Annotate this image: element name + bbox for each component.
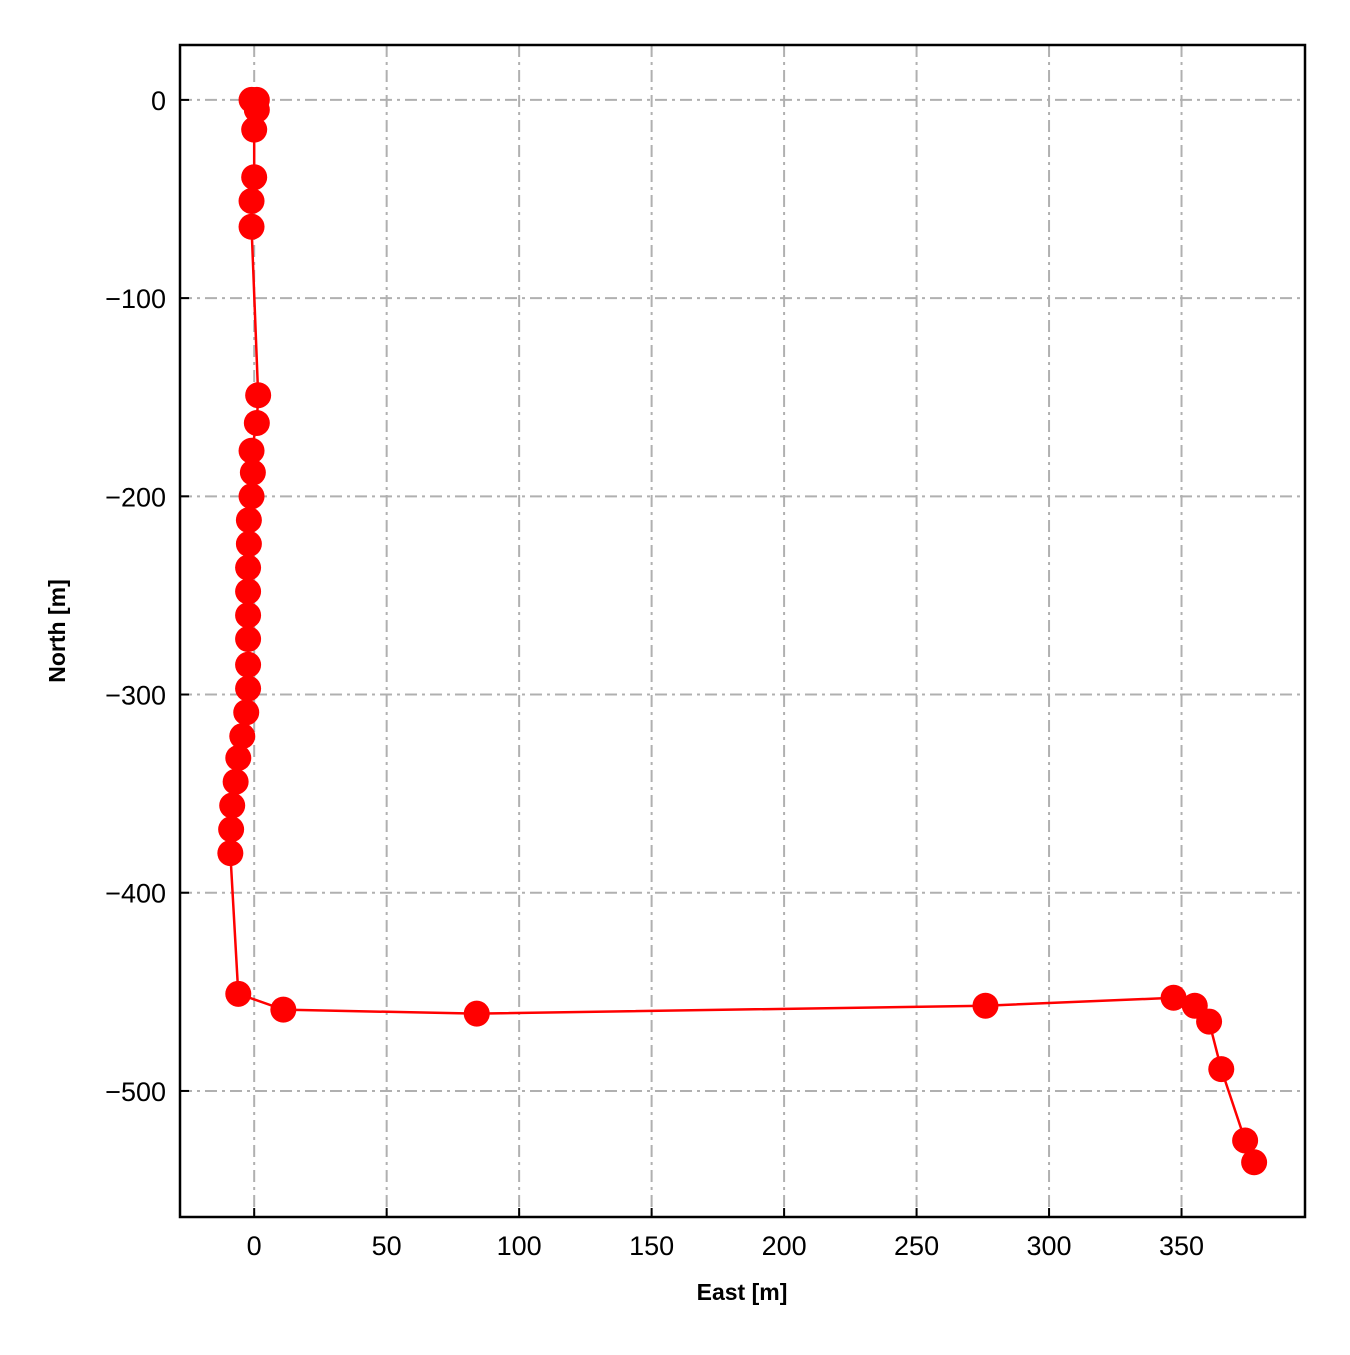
marker [225,980,252,1007]
marker [225,744,252,771]
y-axis-label: North [m] [44,579,70,682]
marker [219,792,246,819]
marker [238,213,265,240]
x-tick-label: 300 [1027,1231,1072,1261]
marker [235,626,262,653]
y-tick-label: −500 [105,1077,166,1107]
x-tick-label: 250 [894,1231,939,1261]
marker [1241,1149,1268,1176]
marker [218,816,245,843]
y-tick-label: −400 [105,879,166,909]
marker [235,530,262,557]
marker [1208,1056,1235,1083]
marker [243,96,270,123]
x-tick-label: 150 [629,1231,674,1261]
y-tick-label: −200 [105,482,166,512]
marker [270,996,297,1023]
marker [235,651,262,678]
marker [235,578,262,605]
marker [229,723,256,750]
y-tick-label: −300 [105,681,166,711]
marker [1160,984,1187,1011]
marker [235,602,262,629]
x-tick-label: 200 [762,1231,807,1261]
marker [217,840,244,867]
x-tick-label: 50 [372,1231,402,1261]
series-line [229,98,1256,1163]
marker [463,1000,490,1027]
marker [235,675,262,702]
y-tick-label: −100 [105,284,166,314]
marker [972,992,999,1019]
y-tick-label: 0 [151,86,166,116]
marker [233,699,260,726]
marker [235,554,262,581]
x-tick-label: 350 [1159,1231,1204,1261]
x-tick-label: 100 [497,1231,542,1261]
marker [241,116,268,143]
marker [222,768,249,795]
marker [235,507,262,534]
x-tick-label: 0 [247,1231,262,1261]
marker [243,409,270,436]
marker [238,437,265,464]
x-axis-label: East [m] [697,1279,788,1305]
marker [241,164,268,191]
marker [1232,1127,1259,1154]
marker [245,382,272,409]
marker [238,187,265,214]
marker [1196,1008,1223,1035]
plot-frame [178,43,1307,1219]
marker [238,483,265,510]
marker [239,459,266,486]
